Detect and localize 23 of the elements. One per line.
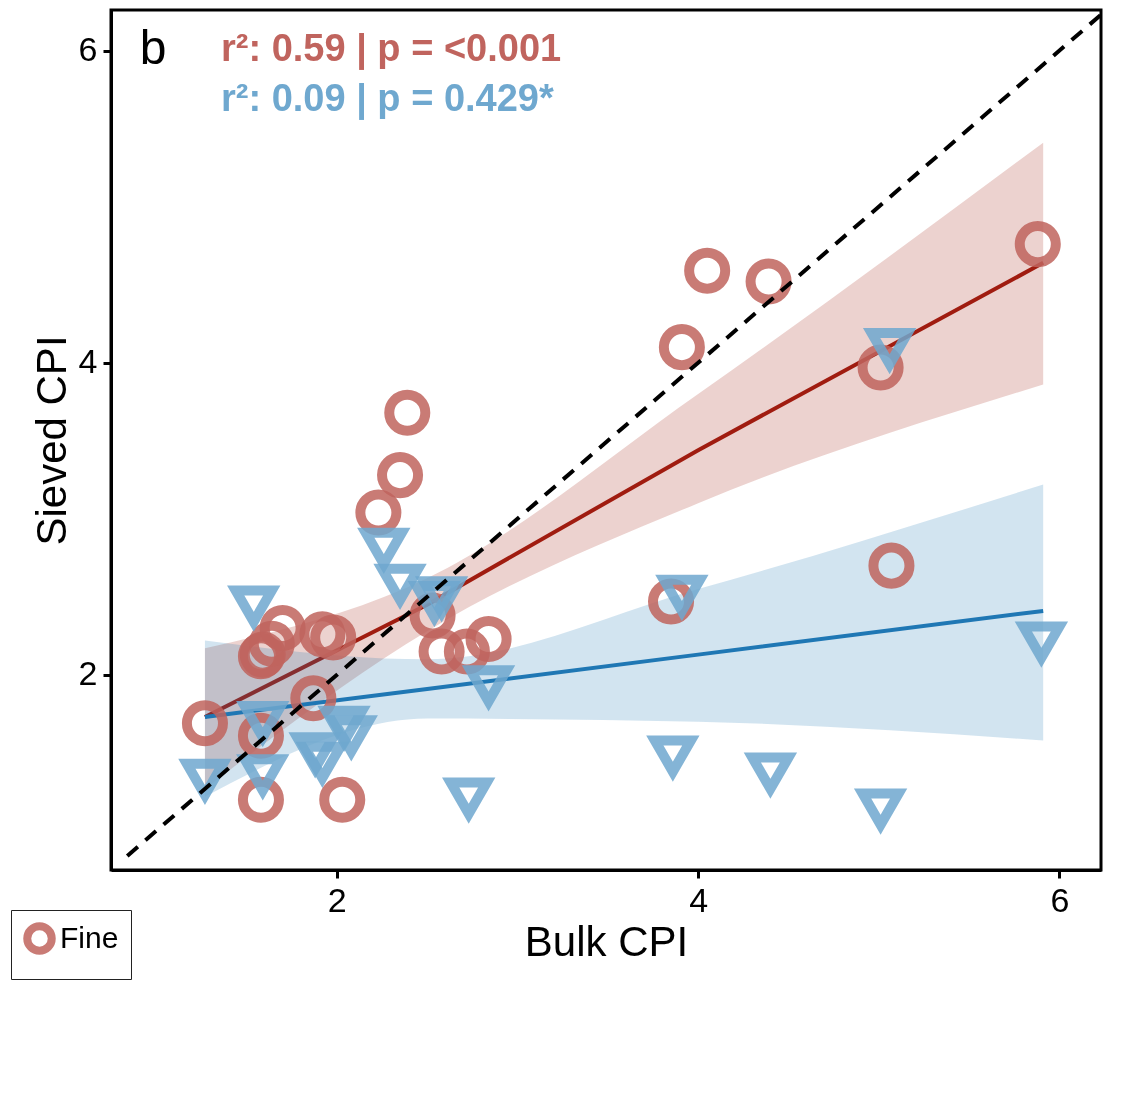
- point: [1014, 221, 1061, 268]
- x-tick-label: 4: [689, 880, 709, 919]
- legend-label: Fine: [60, 920, 119, 954]
- y-tick-label: 4: [78, 342, 98, 381]
- point: [377, 452, 424, 499]
- annotation: r²: 0.59 | p = <0.001: [221, 27, 562, 70]
- annotation: r²: 0.09 | p = 0.429*: [221, 77, 554, 120]
- point: [868, 542, 915, 589]
- point: [181, 700, 228, 747]
- point: [259, 605, 306, 652]
- point: [384, 389, 431, 436]
- y-tick-label: 6: [78, 30, 98, 69]
- y-tick-label: 2: [78, 654, 98, 693]
- annotation: b: [139, 21, 167, 74]
- point: [465, 616, 512, 662]
- x-axis-title: Bulk CPI: [524, 917, 689, 965]
- x-tick-label: 6: [1050, 880, 1070, 919]
- point: [248, 620, 295, 667]
- y-axis-title: Sieved CPI: [27, 335, 75, 546]
- x-tick-label: 2: [327, 880, 347, 919]
- point: [684, 247, 731, 294]
- point: [658, 324, 705, 371]
- point: [418, 628, 465, 675]
